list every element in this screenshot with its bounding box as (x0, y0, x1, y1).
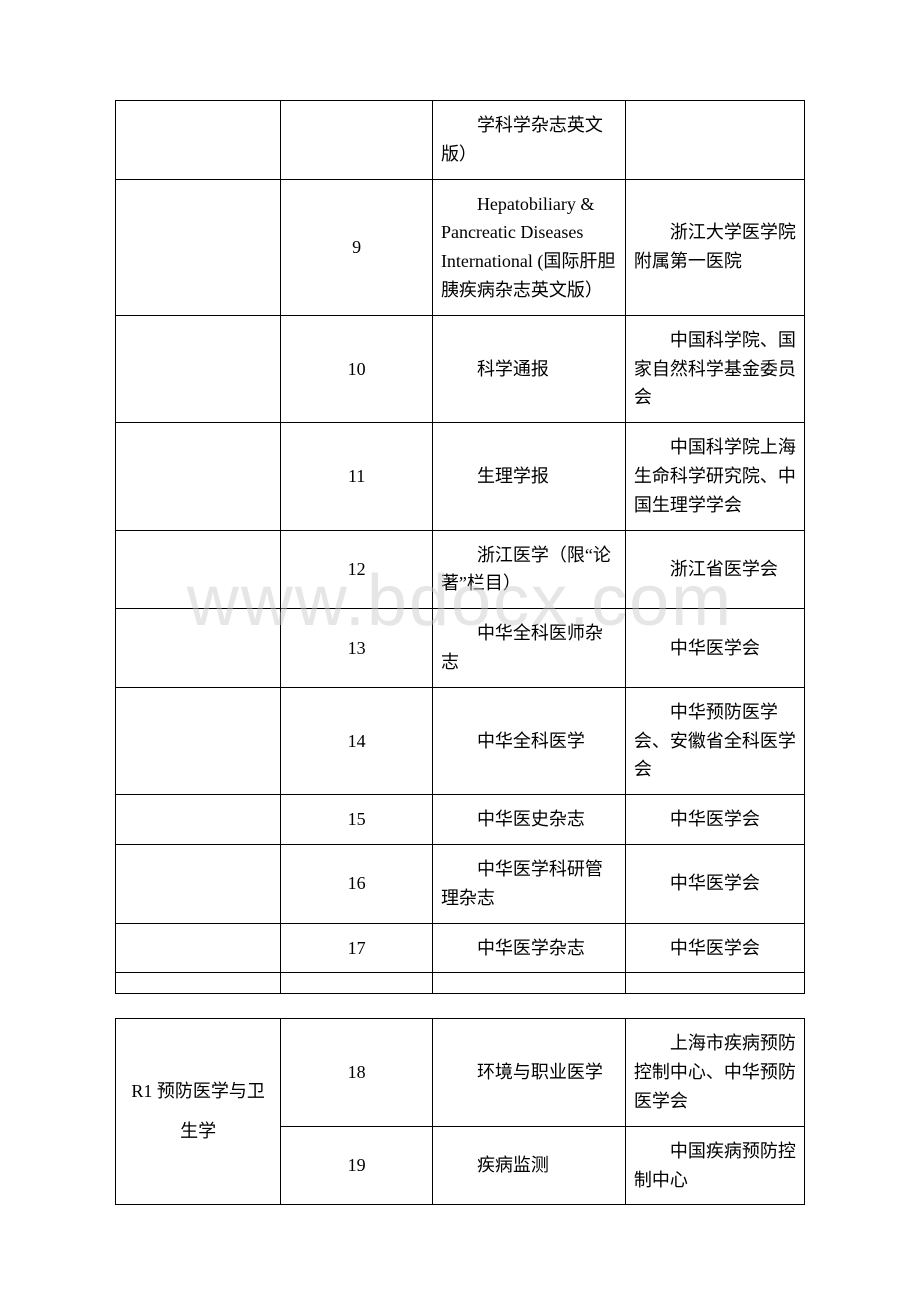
publisher-name (625, 973, 804, 994)
category-cell: R1 预防医学与卫生学 (116, 1019, 281, 1205)
journal-name: 中华全科医学 (432, 687, 625, 794)
table-row (116, 973, 805, 994)
table-row: R1 预防医学与卫生学 18 环境与职业医学 上海市疾病预防控制中心、中华预防医… (116, 1019, 805, 1126)
publisher-name: 中华预防医学会、安徽省全科医学会 (625, 687, 804, 794)
table-row: 学科学杂志英文版） (116, 101, 805, 180)
publisher-name: 中国疾病预防控制中心 (625, 1126, 804, 1205)
row-number (281, 101, 433, 180)
category-cell (116, 179, 281, 315)
table-row: 11生理学报中国科学院上海生命科学研究院、中国生理学学会 (116, 423, 805, 530)
publisher-name: 浙江大学医学院附属第一医院 (625, 179, 804, 315)
row-number: 14 (281, 687, 433, 794)
row-number: 10 (281, 315, 433, 422)
journal-name: 学科学杂志英文版） (432, 101, 625, 180)
row-number: 13 (281, 609, 433, 688)
category-cell (116, 530, 281, 609)
journal-name: 中华医史杂志 (432, 795, 625, 845)
category-cell (116, 609, 281, 688)
publisher-name: 浙江省医学会 (625, 530, 804, 609)
table-row: 17中华医学杂志中华医学会 (116, 923, 805, 973)
table-row: 16中华医学科研管理杂志中华医学会 (116, 844, 805, 923)
publisher-name: 中华医学会 (625, 795, 804, 845)
row-number: 12 (281, 530, 433, 609)
page-content: 学科学杂志英文版）9Hepatobiliary & Pancreatic Dis… (0, 0, 920, 1265)
category-cell (116, 844, 281, 923)
table-row: 15中华医史杂志中华医学会 (116, 795, 805, 845)
table-row: 10科学通报中国科学院、国家自然科学基金委员会 (116, 315, 805, 422)
category-cell (116, 315, 281, 422)
category-cell (116, 101, 281, 180)
journal-name: 中华全科医师杂志 (432, 609, 625, 688)
category-cell (116, 687, 281, 794)
row-number (281, 973, 433, 994)
table-row: 13中华全科医师杂志中华医学会 (116, 609, 805, 688)
journal-name (432, 973, 625, 994)
publisher-name: 中华医学会 (625, 923, 804, 973)
journal-name: 中华医学科研管理杂志 (432, 844, 625, 923)
row-number: 17 (281, 923, 433, 973)
row-number: 18 (281, 1019, 433, 1126)
row-number: 15 (281, 795, 433, 845)
journal-name: 生理学报 (432, 423, 625, 530)
publisher-name: 上海市疾病预防控制中心、中华预防医学会 (625, 1019, 804, 1126)
table-row: 14中华全科医学中华预防医学会、安徽省全科医学会 (116, 687, 805, 794)
page-wrapper: www.bdocx.com 学科学杂志英文版）9Hepatobiliary & … (0, 0, 920, 1265)
journal-name: 浙江医学（限“论著”栏目） (432, 530, 625, 609)
publisher-name: 中华医学会 (625, 609, 804, 688)
row-number: 19 (281, 1126, 433, 1205)
category-cell (116, 923, 281, 973)
publisher-name: 中国科学院上海生命科学研究院、中国生理学学会 (625, 423, 804, 530)
publisher-name: 中国科学院、国家自然科学基金委员会 (625, 315, 804, 422)
journal-name: Hepatobiliary & Pancreatic Diseases Inte… (432, 179, 625, 315)
row-number: 16 (281, 844, 433, 923)
row-number: 9 (281, 179, 433, 315)
journal-name: 中华医学杂志 (432, 923, 625, 973)
table-row: 12浙江医学（限“论著”栏目）浙江省医学会 (116, 530, 805, 609)
journal-name: 疾病监测 (432, 1126, 625, 1205)
journal-table-2: R1 预防医学与卫生学 18 环境与职业医学 上海市疾病预防控制中心、中华预防医… (115, 1018, 805, 1205)
publisher-name: 中华医学会 (625, 844, 804, 923)
journal-table-1: 学科学杂志英文版）9Hepatobiliary & Pancreatic Dis… (115, 100, 805, 994)
journal-name: 科学通报 (432, 315, 625, 422)
table-gap (115, 994, 805, 1018)
category-cell (116, 973, 281, 994)
journal-name: 环境与职业医学 (432, 1019, 625, 1126)
publisher-name (625, 101, 804, 180)
category-cell (116, 423, 281, 530)
row-number: 11 (281, 423, 433, 530)
table-row: 9Hepatobiliary & Pancreatic Diseases Int… (116, 179, 805, 315)
category-cell (116, 795, 281, 845)
